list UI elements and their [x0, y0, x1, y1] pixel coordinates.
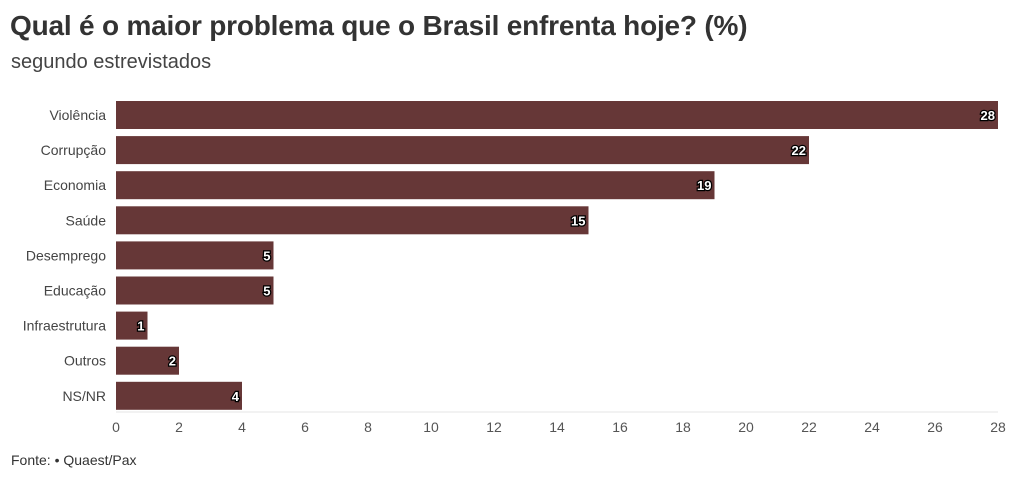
- category-label: Desemprego: [26, 247, 106, 263]
- bar: [116, 276, 274, 305]
- data-label: 28: [981, 108, 995, 123]
- source-note: Fonte: • Quaest/Pax: [11, 452, 137, 468]
- category-label: Economia: [44, 177, 106, 193]
- data-label: 15: [571, 213, 585, 228]
- chart-title: Qual é o maior problema que o Brasil enf…: [10, 10, 748, 41]
- data-label: 5: [263, 248, 270, 263]
- category-label: Infraestrutura: [23, 318, 106, 334]
- category-label: Saúde: [66, 212, 107, 228]
- data-label: 5: [263, 284, 270, 299]
- bar: [116, 206, 589, 235]
- x-tick-label: 4: [238, 419, 246, 435]
- bar: [116, 346, 179, 375]
- x-tick-label: 22: [801, 419, 817, 435]
- x-tick-label: 14: [549, 419, 565, 435]
- category-label: Corrupção: [41, 142, 107, 158]
- data-label: 1: [137, 319, 144, 334]
- bar: [116, 101, 998, 129]
- bar: [116, 311, 148, 340]
- x-tick-label: 24: [864, 419, 880, 435]
- x-tick-label: 18: [675, 419, 691, 435]
- x-tick-label: 20: [738, 419, 754, 435]
- category-label: Violência: [49, 107, 106, 123]
- bar: [116, 241, 274, 270]
- x-tick-label: 10: [423, 419, 439, 435]
- data-label: 19: [697, 178, 711, 193]
- x-tick-label: 16: [612, 419, 628, 435]
- bar: [116, 171, 715, 200]
- x-tick-label: 0: [112, 419, 120, 435]
- bar: [116, 381, 242, 410]
- category-label: NS/NR: [62, 388, 106, 404]
- x-tick-label: 2: [175, 419, 183, 435]
- x-tick-label: 6: [301, 419, 309, 435]
- category-label: Educação: [44, 283, 106, 299]
- chart-subtitle: segundo estrevistados: [11, 51, 212, 73]
- x-tick-label: 12: [486, 419, 502, 435]
- data-label: 4: [232, 389, 240, 404]
- bar: [116, 136, 809, 165]
- x-tick-label: 28: [990, 419, 1006, 435]
- x-tick-label: 26: [927, 419, 943, 435]
- data-label: 22: [792, 143, 806, 158]
- data-label: 2: [169, 354, 176, 369]
- x-tick-label: 8: [364, 419, 372, 435]
- category-label: Outros: [64, 353, 106, 369]
